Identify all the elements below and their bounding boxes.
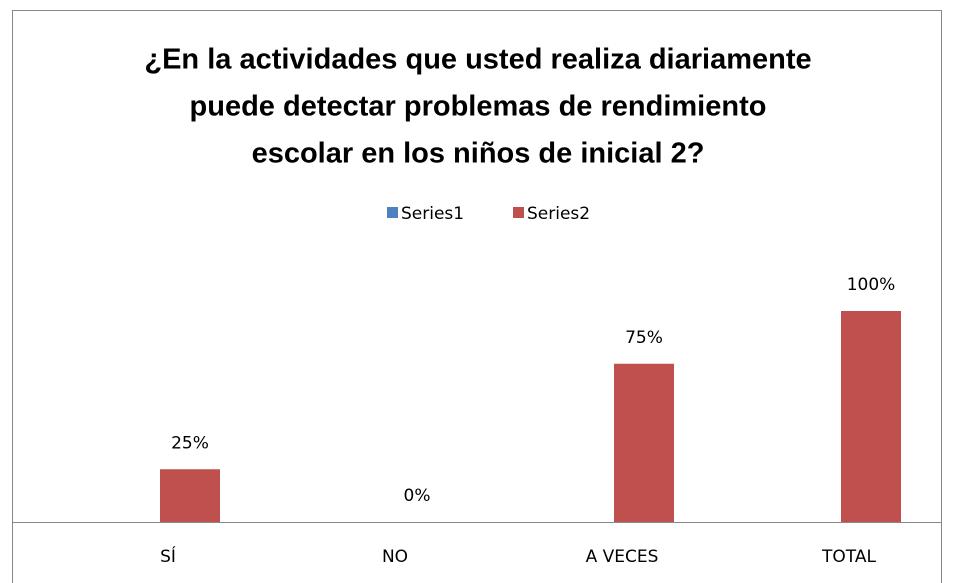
data-label: 0% — [404, 486, 431, 506]
bar — [614, 363, 674, 522]
data-label: 75% — [625, 328, 663, 348]
data-label: 25% — [171, 433, 209, 453]
chart-title: escolar en los niños de inicial 2? — [252, 138, 705, 170]
chart-title: ¿En la actividades que usted realiza dia… — [144, 44, 811, 76]
data-label: 100% — [847, 275, 896, 295]
legend-swatch — [387, 207, 398, 218]
x-tick-label: TOTAL — [821, 547, 876, 567]
legend-label: Series1 — [401, 204, 464, 224]
legend-label: Series2 — [527, 204, 590, 224]
x-tick-label: NO — [382, 547, 408, 567]
x-tick-label: A VECES — [586, 547, 659, 567]
legend-swatch — [513, 207, 524, 218]
x-tick-label: SÍ — [160, 545, 176, 567]
chart-title: puede detectar problemas de rendimiento — [190, 91, 767, 123]
bar — [160, 469, 220, 522]
bar — [841, 311, 901, 522]
